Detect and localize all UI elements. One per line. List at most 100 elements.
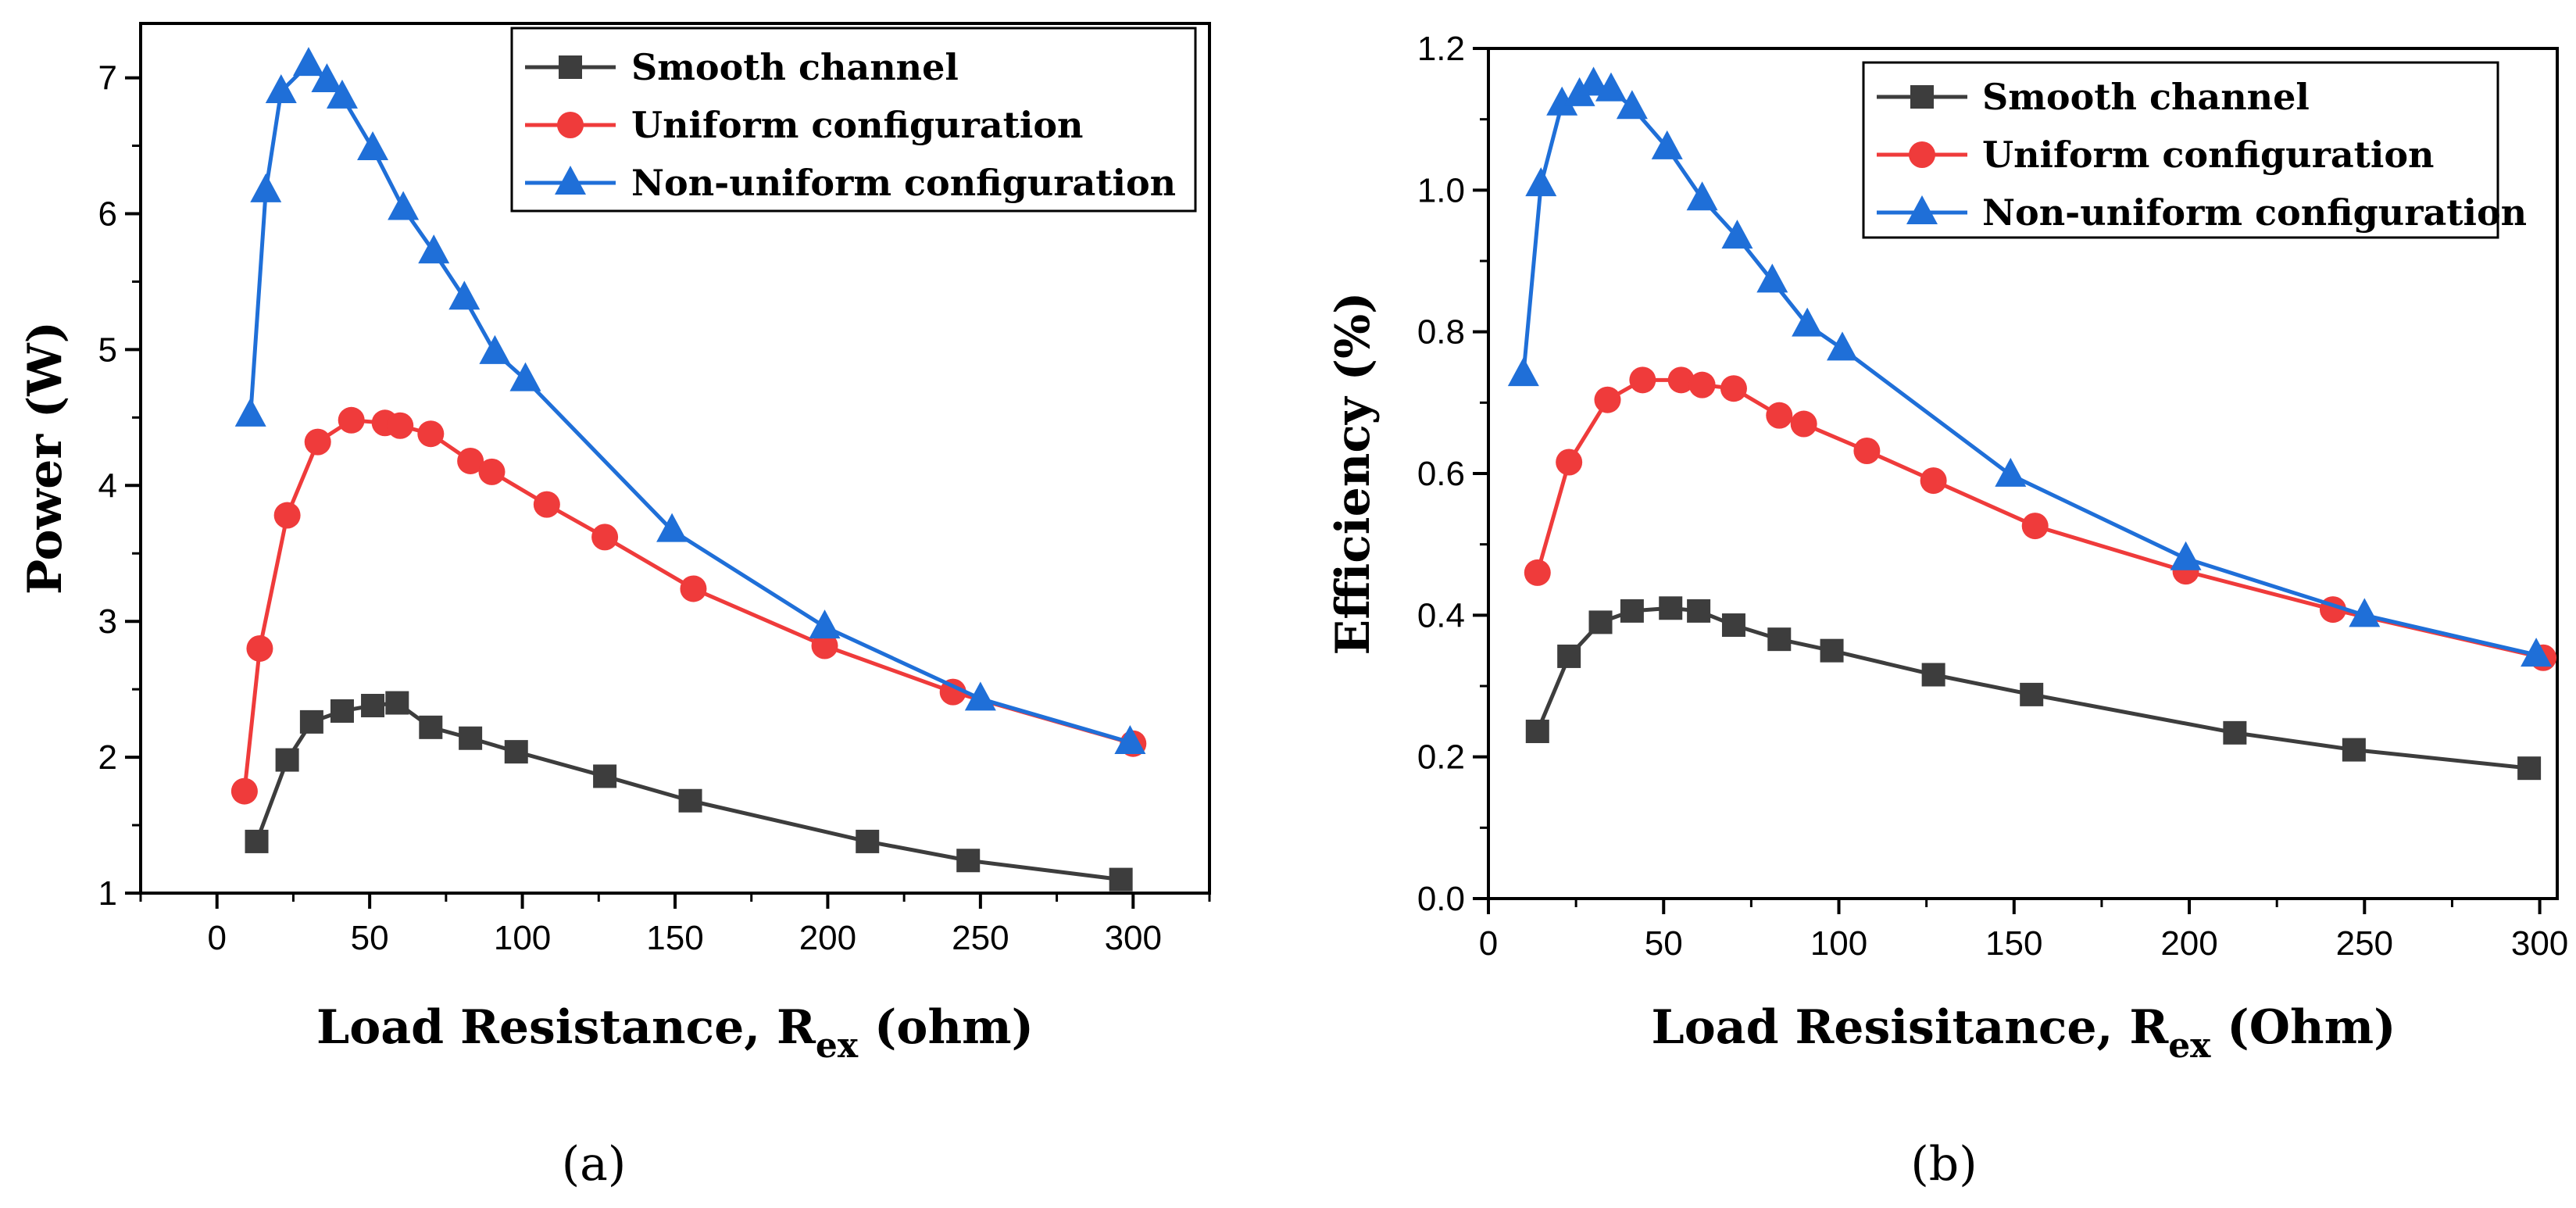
data-point-smooth xyxy=(275,748,299,772)
data-point-nonuniform xyxy=(1827,331,1859,361)
x-tick-label: 200 xyxy=(799,919,856,957)
x-tick-label: 0 xyxy=(1479,924,1498,963)
data-point-nonuniform xyxy=(1686,181,1718,211)
y-tick-label: 4 xyxy=(98,466,117,505)
data-point-nonuniform xyxy=(2170,541,2202,570)
legend-label-nonuniform: Non-uniform configuration xyxy=(631,162,1176,204)
data-point-uniform xyxy=(591,524,619,551)
data-point-nonuniform xyxy=(1507,357,1539,387)
data-point-nonuniform xyxy=(1721,220,1753,249)
data-point-nonuniform xyxy=(1616,90,1648,120)
data-point-smooth xyxy=(1820,638,1844,663)
y-axis-title: Efficiency (%) xyxy=(1326,292,1381,656)
x-axis-title-unit: (Ohm) xyxy=(2210,1000,2396,1055)
data-point-nonuniform xyxy=(1595,72,1627,102)
data-point-uniform xyxy=(457,447,484,474)
data-point-smooth xyxy=(2020,682,2044,706)
data-point-uniform xyxy=(304,428,331,456)
data-point-nonuniform xyxy=(479,334,511,364)
y-tick-label: 3 xyxy=(98,602,117,641)
data-point-smooth xyxy=(1557,644,1581,668)
legend-marker-nonuniform xyxy=(555,166,586,195)
x-tick-label: 50 xyxy=(351,919,389,957)
data-point-uniform xyxy=(1667,366,1695,394)
data-point-smooth xyxy=(678,788,702,813)
data-point-uniform xyxy=(338,406,365,434)
data-point-smooth xyxy=(1620,599,1644,623)
data-point-smooth xyxy=(419,715,443,739)
data-point-uniform xyxy=(1524,559,1551,586)
legend-box xyxy=(1862,61,2499,239)
data-point-nonuniform xyxy=(250,173,282,202)
data-point-smooth xyxy=(1109,867,1133,892)
x-tick-label: 100 xyxy=(494,919,551,957)
x-axis-title-unit: (ohm) xyxy=(858,1000,1034,1055)
x-tick-label: 100 xyxy=(1810,924,1867,963)
data-point-smooth xyxy=(1687,599,1711,623)
data-point-smooth xyxy=(856,829,880,853)
data-point-nonuniform xyxy=(1577,66,1610,96)
chart-power: 0 50 100 150 200 250 300 1 2 3 4 5 6 7 Smooth channel U… xyxy=(18,22,1211,1192)
data-point-nonuniform xyxy=(1756,263,1788,293)
x-tick-label: 300 xyxy=(2511,924,2568,963)
data-point-uniform xyxy=(533,491,560,518)
data-point-smooth xyxy=(1525,720,1549,744)
y-tick-label: 1 xyxy=(98,874,117,913)
legend-label-smooth: Smooth channel xyxy=(631,46,959,88)
data-point-nonuniform xyxy=(1995,457,2027,487)
data-point-smooth xyxy=(1767,627,1792,652)
y-tick-label: 7 xyxy=(98,59,117,98)
data-point-uniform xyxy=(1720,375,1747,402)
data-point-smooth xyxy=(361,694,385,718)
data-point-nonuniform xyxy=(1114,724,1146,754)
data-point-smooth xyxy=(2342,738,2366,762)
data-point-uniform xyxy=(1594,386,1621,413)
data-point-nonuniform xyxy=(357,130,389,160)
data-point-nonuniform xyxy=(311,63,343,93)
data-point-nonuniform xyxy=(964,681,996,711)
x-tick-label: 300 xyxy=(1105,919,1162,957)
data-point-nonuniform xyxy=(1546,86,1578,116)
x-tick-label: 250 xyxy=(952,919,1009,957)
data-point-smooth xyxy=(1588,610,1613,634)
data-point-smooth xyxy=(385,691,409,715)
series-line-uniform xyxy=(242,418,1134,792)
data-point-nonuniform xyxy=(2521,638,2553,667)
y-tick-label: 0.2 xyxy=(1417,738,1465,777)
y-tick-label: 2 xyxy=(98,738,117,777)
data-point-smooth xyxy=(1721,613,1745,638)
data-point-smooth xyxy=(459,726,483,750)
data-point-uniform xyxy=(273,502,301,529)
legend-marker-uniform xyxy=(1909,141,1935,168)
data-point-uniform xyxy=(811,632,838,659)
data-point-uniform xyxy=(417,420,445,448)
legend-label-uniform: Uniform configuration xyxy=(1982,134,2435,176)
data-point-smooth xyxy=(1659,596,1683,620)
legend-label-uniform: Uniform configuration xyxy=(631,104,1084,146)
x-tick-label: 150 xyxy=(1985,924,2042,963)
series-line-nonuniform xyxy=(248,62,1131,745)
data-point-nonuniform xyxy=(388,191,420,220)
x-axis-title: Load Resisitance, Rex (Ohm) xyxy=(1652,1000,2396,1066)
x-tick-label: 200 xyxy=(2160,924,2217,963)
x-tick-label: 150 xyxy=(646,919,703,957)
data-point-uniform xyxy=(1790,410,1817,438)
data-point-uniform xyxy=(1629,366,1656,394)
data-point-nonuniform xyxy=(809,609,841,639)
y-tick-label: 6 xyxy=(98,195,117,233)
legend-marker-smooth xyxy=(559,55,582,79)
data-point-nonuniform xyxy=(448,281,481,310)
y-tick-label: 1.0 xyxy=(1417,171,1465,209)
data-point-nonuniform xyxy=(292,47,324,77)
data-point-uniform xyxy=(387,412,414,439)
y-tick-label: 0.0 xyxy=(1417,880,1465,918)
data-point-nonuniform xyxy=(1651,130,1683,159)
data-point-uniform xyxy=(1556,449,1583,476)
y-tick-label: 0.4 xyxy=(1417,596,1465,634)
data-point-nonuniform xyxy=(509,362,541,391)
data-point-smooth xyxy=(2517,756,2542,781)
data-point-nonuniform xyxy=(265,73,297,103)
data-point-nonuniform xyxy=(656,513,688,542)
data-point-smooth xyxy=(330,699,354,723)
